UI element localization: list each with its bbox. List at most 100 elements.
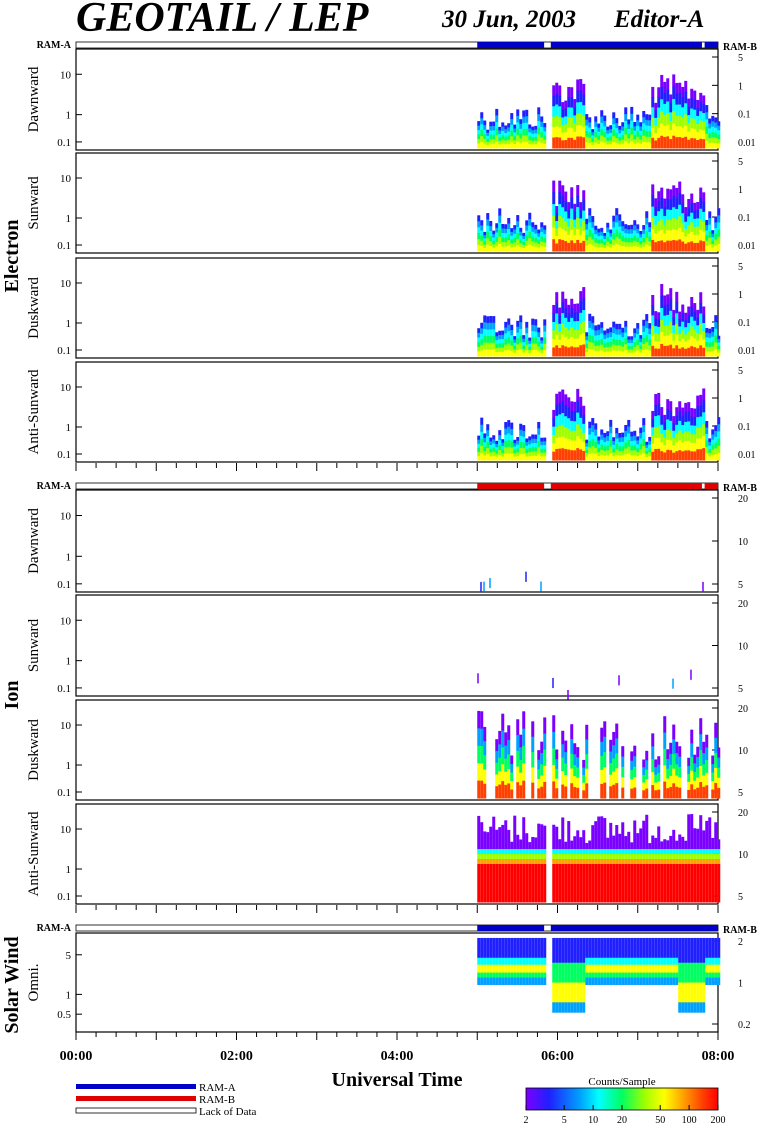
spectrogram-cell	[573, 765, 577, 777]
spectrogram-cell	[552, 731, 556, 749]
spectrogram-cell	[654, 140, 658, 149]
spectrogram-cell	[669, 977, 673, 985]
spectrogram-cell	[504, 820, 508, 850]
spectrogram-cell	[660, 307, 664, 321]
spectrogram-cell	[582, 864, 586, 903]
right-tick-label: 20	[738, 808, 748, 819]
spectrogram-cell	[573, 1002, 577, 1013]
spectrogram-cell	[561, 229, 565, 241]
spectrogram-cell	[624, 134, 628, 142]
spectrogram-cell	[606, 450, 610, 456]
spectrogram-cell	[645, 342, 649, 350]
spectrogram-cell	[717, 339, 721, 344]
spectrogram-cell	[687, 859, 691, 865]
spectrogram-cell	[627, 957, 631, 966]
panel-label: Anti-Sunward	[26, 369, 42, 454]
spectrogram-cell	[582, 854, 586, 860]
spectrogram-cell	[525, 116, 529, 124]
spectrogram-cell	[690, 425, 694, 435]
spectrogram-cell	[627, 242, 631, 248]
spectrogram-cell	[639, 237, 643, 242]
spectrogram-cell	[522, 241, 526, 246]
spectrogram-cell	[576, 218, 580, 230]
spectrogram-cell	[627, 342, 631, 347]
spectrogram-cell	[567, 97, 571, 108]
spectrogram-cell	[699, 111, 703, 121]
spectrogram-cell	[477, 815, 481, 850]
spectrogram-cell	[525, 344, 529, 351]
spectrogram-cell	[621, 130, 625, 136]
spectrogram-cell	[531, 964, 535, 974]
spectrogram-cell	[570, 753, 574, 769]
panel-label: Sunward	[26, 618, 42, 672]
spectrogram-cell	[564, 336, 568, 347]
spectrogram-cell	[477, 139, 481, 144]
spectrogram-cell	[681, 321, 685, 331]
spectrogram-cell	[540, 581, 542, 592]
right-tick-label: 0.01	[738, 450, 756, 461]
spectrogram-cell	[501, 977, 505, 985]
spectrogram-cell	[618, 140, 622, 145]
spectrogram-cell	[609, 125, 613, 130]
spectrogram-cell	[678, 319, 682, 327]
spectrogram-cell	[663, 716, 667, 734]
spectrogram-cell	[648, 345, 652, 352]
left-tick-label: 0.1	[57, 240, 71, 252]
spectrogram-cell	[702, 741, 706, 754]
spectrogram-cell	[510, 957, 514, 966]
spectrogram-cell	[612, 239, 616, 246]
spectrogram-cell	[663, 414, 667, 423]
panel-label: Anti-Sunward	[26, 811, 42, 896]
spectrogram-cell	[594, 126, 598, 133]
spectrogram-cell	[666, 788, 670, 799]
spectrogram-cell	[645, 859, 649, 865]
spectrogram-cell	[519, 429, 523, 437]
spectrogram-cell	[570, 724, 574, 740]
spectrogram-cell	[531, 337, 535, 345]
spectrogram-cell	[555, 437, 559, 450]
spectrogram-cell	[585, 245, 589, 252]
spectrogram-cell	[663, 781, 667, 799]
spectrogram-cell	[558, 95, 562, 107]
spectrogram-cell	[612, 233, 616, 240]
spectrogram-cell	[513, 859, 517, 865]
spectrogram-cell	[594, 121, 598, 128]
spectrogram-cell	[579, 125, 583, 137]
spectrogram-cell	[585, 229, 589, 236]
spectrogram-cell	[561, 125, 565, 134]
spectrogram-cell	[663, 964, 667, 974]
spectrogram-cell	[678, 341, 682, 350]
spectrogram-cell	[585, 768, 589, 784]
spectrogram-cell	[552, 85, 556, 97]
spectrogram-cell	[597, 444, 601, 449]
spectrogram-cell	[591, 349, 595, 357]
spectrogram-cell	[657, 117, 661, 129]
spectrogram-cell	[609, 751, 613, 764]
spectrogram-cell	[591, 138, 595, 143]
spectrogram-cell	[507, 324, 511, 332]
spectrogram-cell	[489, 316, 493, 324]
spectrogram-cell	[558, 315, 562, 325]
group-label-ion: Ion	[1, 681, 23, 710]
spectrogram-cell	[585, 456, 589, 461]
spectrogram-cell	[606, 333, 610, 339]
spectrogram-cell	[594, 340, 598, 347]
spectrogram-cell	[705, 864, 709, 903]
spectrogram-cell	[639, 130, 643, 136]
spectrogram-cell	[534, 331, 538, 339]
spectrogram-cell	[633, 777, 637, 789]
spectrogram-cell	[489, 448, 493, 454]
spectrogram-cell	[717, 349, 721, 354]
spectrogram-cell	[630, 352, 634, 357]
spectrogram-cell	[612, 338, 616, 346]
spectrogram-cell	[519, 243, 523, 248]
spectrogram-cell	[639, 122, 643, 128]
spectrogram-cell	[606, 328, 610, 334]
spectrogram-cell	[645, 957, 649, 966]
spectrogram-cell	[645, 453, 649, 458]
spectrogram-cell	[651, 937, 655, 959]
spectrogram-cell	[645, 750, 649, 761]
spectrogram-cell	[567, 849, 571, 855]
spectrogram-cell	[618, 957, 622, 966]
spectrogram-cell	[648, 227, 652, 233]
